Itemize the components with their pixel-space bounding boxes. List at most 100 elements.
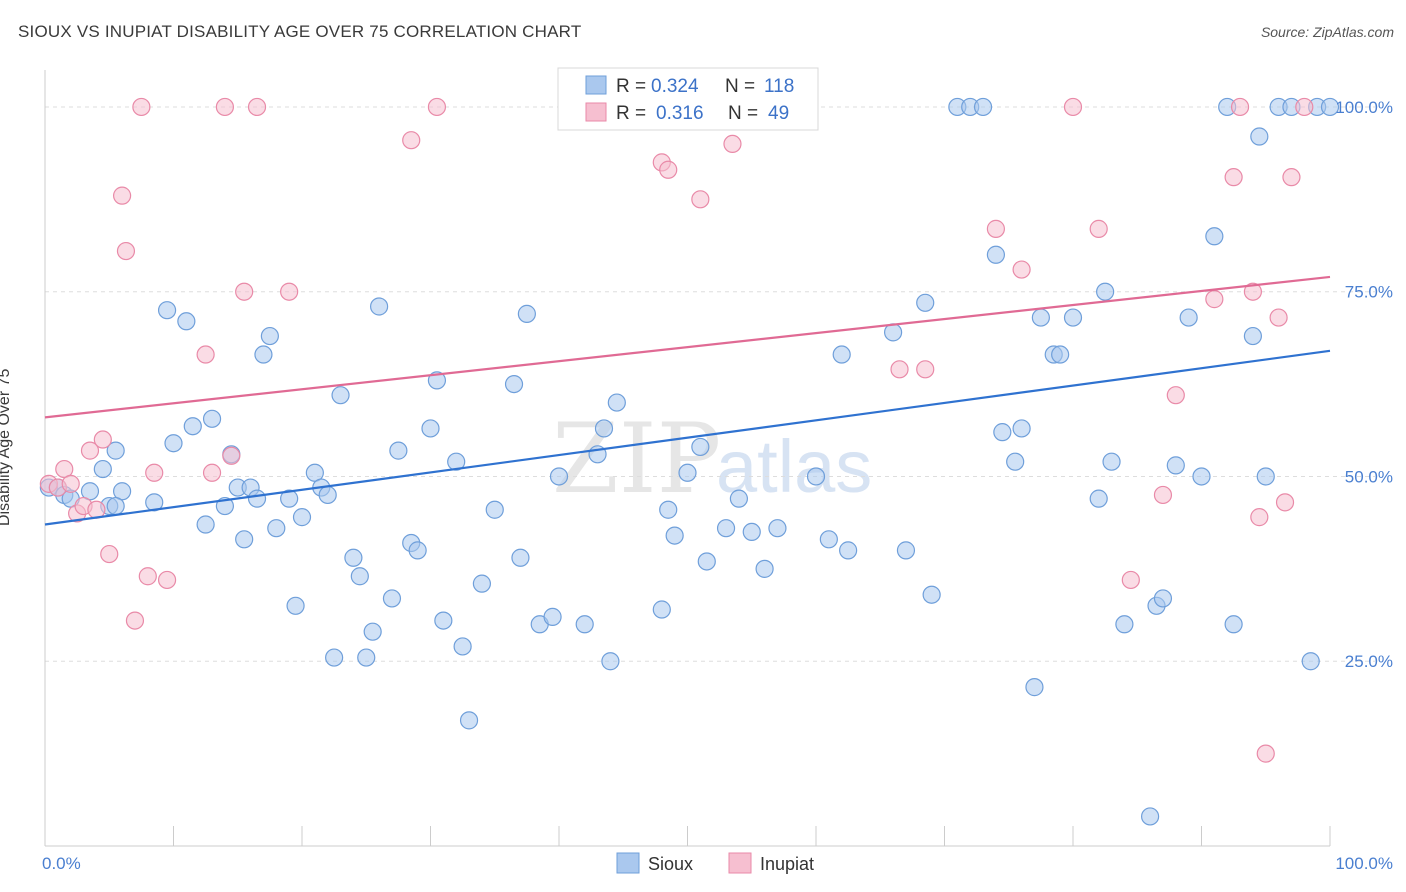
inupiat-point	[132, 97, 151, 117]
legend-swatch-inupiat	[585, 102, 607, 122]
sioux-point	[286, 596, 305, 615]
legend-r-value: 0.324	[651, 76, 699, 97]
inupiat-point	[1224, 168, 1243, 187]
inupiat-point	[93, 430, 112, 449]
sioux-point	[1256, 467, 1275, 486]
watermark-zip: ZIP	[552, 403, 721, 515]
sioux-point	[601, 652, 620, 671]
sioux-point	[247, 489, 267, 508]
sioux-point	[434, 611, 453, 630]
inupiat-point	[1256, 744, 1275, 763]
sioux-point	[177, 312, 196, 331]
sioux-point	[389, 441, 408, 460]
sioux-point	[260, 326, 279, 346]
sioux-point	[755, 559, 774, 578]
sioux-point	[742, 522, 761, 542]
sioux-point	[839, 541, 858, 560]
y-tick-label: 100.0%	[1335, 98, 1393, 117]
sioux-point	[575, 615, 594, 634]
inupiat-point	[1012, 260, 1031, 279]
inupiat-point	[427, 97, 447, 117]
sioux-point	[344, 548, 363, 567]
x-tick-label: 0.0%	[42, 854, 81, 873]
inupiat-point	[1295, 97, 1314, 117]
sioux-point	[806, 467, 826, 486]
sioux-point	[549, 467, 569, 486]
sioux-point	[106, 441, 125, 460]
inupiat-point	[1250, 508, 1269, 527]
sioux-point	[1012, 419, 1031, 438]
sioux-point	[678, 463, 697, 482]
inupiat-point	[112, 186, 132, 205]
y-tick-label: 50.0%	[1345, 467, 1393, 486]
legend-swatch-sioux	[585, 75, 607, 95]
sioux-point	[93, 459, 112, 479]
inupiat-point	[125, 611, 145, 630]
watermark: ZIP atlas	[552, 403, 872, 515]
sioux-point	[819, 530, 838, 549]
sioux-point	[382, 589, 402, 608]
inupiat-point	[1121, 570, 1140, 590]
sioux-point	[370, 297, 389, 316]
sioux-point	[916, 293, 935, 312]
legend-r-label: R =	[616, 103, 646, 124]
inupiat-point	[157, 570, 177, 590]
inupiat-point	[1282, 168, 1301, 187]
inupiat-point	[280, 282, 299, 301]
inupiat-point	[986, 219, 1006, 238]
sioux-point	[768, 519, 787, 538]
inupiat-point	[916, 360, 935, 379]
sioux-point	[1192, 467, 1211, 486]
sioux-point	[357, 648, 376, 667]
legend-label-inupiat: Inupiat	[760, 854, 814, 874]
sioux-point	[659, 500, 678, 519]
sioux-point	[331, 386, 350, 405]
sioux-point	[164, 434, 183, 453]
sioux-point	[235, 530, 254, 549]
inupiat-point	[116, 241, 136, 261]
sioux-point	[973, 97, 993, 117]
sioux-point	[652, 600, 671, 619]
sioux-point	[922, 585, 941, 604]
sioux-point	[196, 515, 215, 534]
inupiat-trend-line	[44, 275, 1331, 419]
sioux-point	[1102, 452, 1121, 471]
inupiat-point	[1089, 219, 1108, 238]
sioux-point	[1301, 652, 1320, 671]
sioux-point	[1140, 807, 1160, 826]
inupiat-point	[402, 131, 421, 150]
sioux-point	[716, 519, 736, 538]
legend-bottom: Sioux Inupiat	[616, 852, 814, 874]
sioux-point	[350, 567, 369, 586]
legend-n-label: N =	[725, 76, 755, 97]
y-tick-label: 25.0%	[1345, 652, 1393, 671]
sioux-point	[1250, 127, 1269, 146]
sioux-point	[447, 452, 466, 471]
sioux-point	[607, 393, 626, 412]
sioux-point	[363, 622, 382, 641]
sioux-point	[543, 607, 562, 626]
sioux-point	[1179, 308, 1198, 327]
legend-swatch-sioux	[616, 852, 640, 874]
sioux-point	[427, 371, 447, 390]
source-label: Source: ZipAtlas.com	[1260, 24, 1394, 40]
sioux-point	[517, 304, 536, 323]
sioux-point	[1031, 308, 1050, 327]
inupiat-point	[215, 97, 234, 117]
legend-top: R = 0.324 N = 118 R = 0.316 N = 49	[557, 67, 819, 131]
sioux-point	[202, 409, 222, 428]
sioux-point	[986, 245, 1006, 264]
inupiat-point	[1275, 493, 1295, 512]
sioux-point	[1089, 489, 1108, 508]
inupiat-point	[145, 463, 164, 482]
sioux-point	[1115, 615, 1134, 634]
sioux-point	[1224, 615, 1243, 634]
sioux-point	[157, 301, 177, 320]
sioux-point	[697, 552, 716, 571]
inupiat-point	[222, 446, 241, 465]
sioux-point	[106, 496, 125, 516]
legend-swatch-inupiat	[728, 852, 752, 874]
legend-n-label: N =	[728, 103, 758, 124]
sioux-point	[1320, 97, 1340, 117]
x-tick-label: 100.0%	[1335, 854, 1393, 873]
